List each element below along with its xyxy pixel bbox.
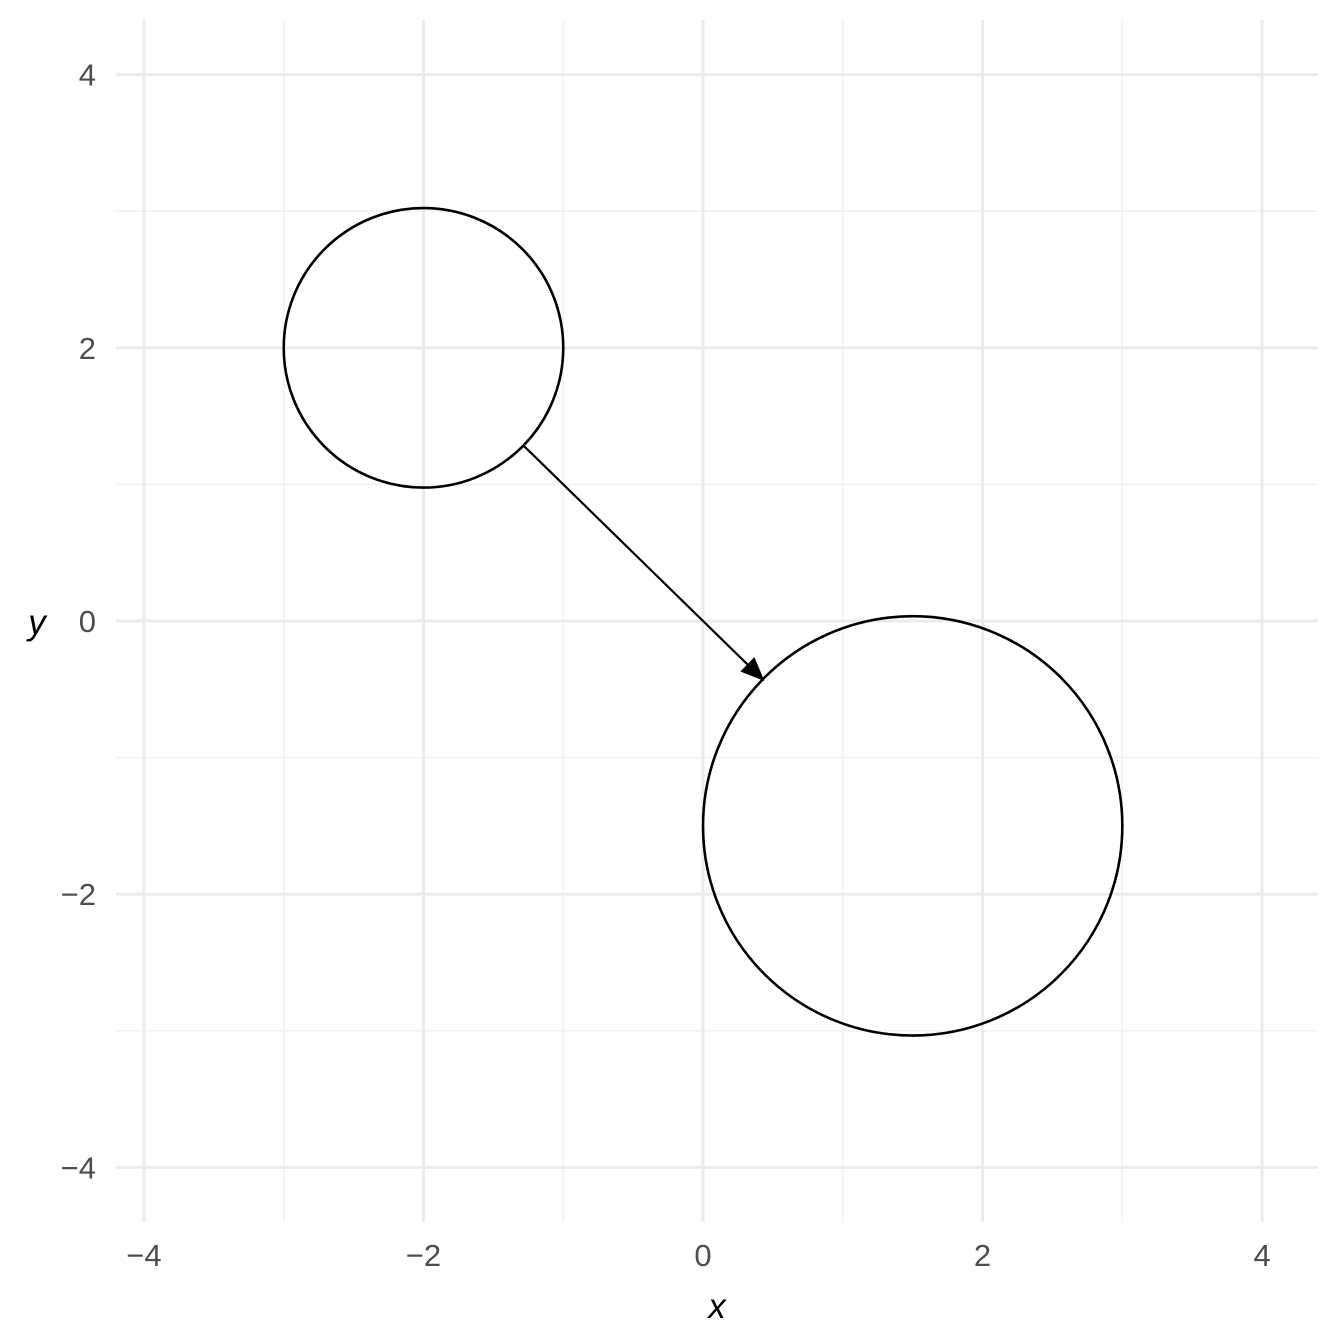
y-tick-label: 0 (79, 604, 96, 639)
y-tick-label: −2 (61, 877, 96, 912)
y-tick-label: 4 (79, 58, 96, 93)
x-tick-label: −4 (126, 1238, 161, 1273)
tick-labels: −4 −2 0 2 4 −4 −2 0 2 4 (61, 58, 1271, 1273)
y-tick-label: −4 (61, 1150, 96, 1185)
circle-shape (701, 614, 1124, 1037)
grid (116, 20, 1318, 1222)
x-axis-title: x (706, 1287, 727, 1326)
chart-marks (282, 206, 1124, 1037)
x-tick-label: 0 (694, 1238, 711, 1273)
arrow-head (740, 657, 765, 682)
x-tick-label: −2 (406, 1238, 441, 1273)
y-axis-title: y (26, 603, 48, 642)
x-tick-label: 2 (974, 1238, 991, 1273)
y-tick-label: 2 (79, 331, 96, 366)
x-tick-label: 4 (1253, 1238, 1270, 1273)
arrow-shaft (521, 444, 750, 667)
circle-shape (282, 206, 565, 489)
